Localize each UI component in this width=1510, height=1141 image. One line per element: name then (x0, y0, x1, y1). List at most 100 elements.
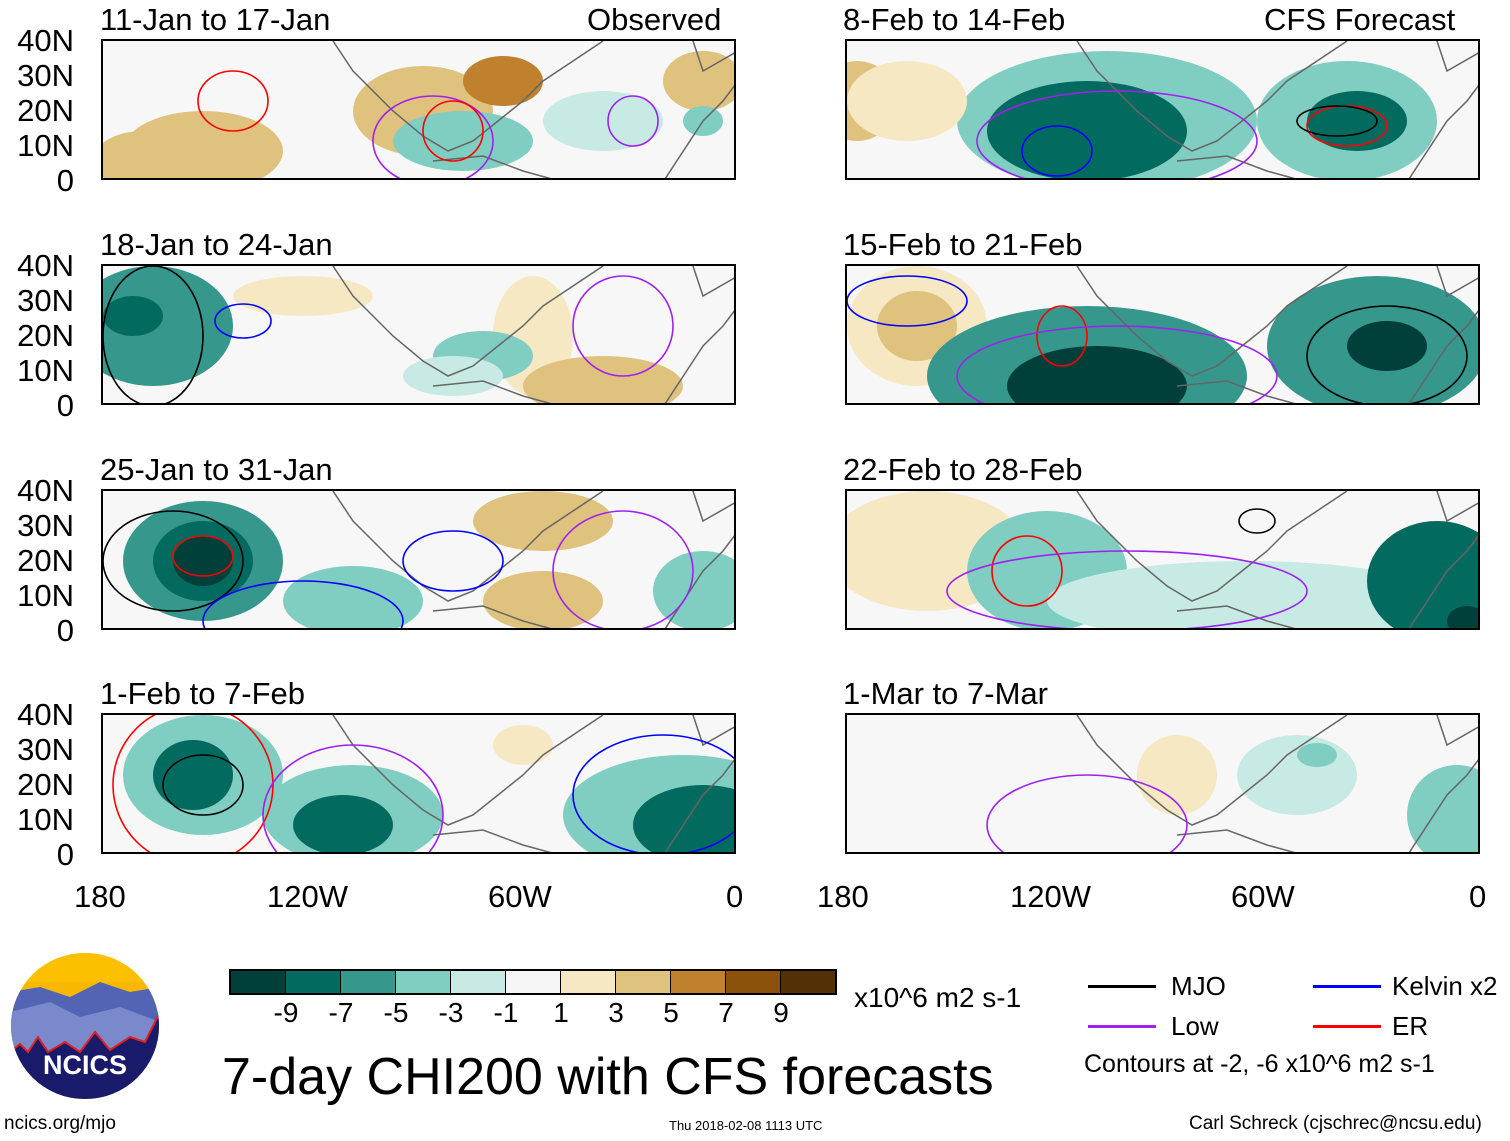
anomaly-shading (987, 81, 1187, 178)
lat-label: 20N (17, 767, 74, 802)
colorbar-tick: -9 (273, 997, 299, 1028)
anomaly-shading (1047, 561, 1447, 628)
lon-label: 60W (1231, 879, 1295, 914)
lat-label: 30N (17, 58, 74, 93)
anomaly-shading (103, 296, 163, 336)
lat-label: 0 (56, 163, 74, 198)
map-field (103, 491, 734, 628)
wave-contour (197, 70, 269, 132)
wave-contour (262, 744, 444, 852)
lon-label: 60W (488, 879, 552, 914)
wave-contour (976, 90, 1258, 178)
figure-title: 7-day CHI200 with CFS forecasts (222, 1048, 994, 1106)
wave-contour (214, 303, 272, 339)
coastline (332, 41, 734, 178)
coastline (332, 266, 734, 403)
map-panel-forecast-2 (845, 264, 1480, 405)
lat-label: 20N (17, 318, 74, 353)
timestamp: Thu 2018-02-08 1113 UTC (669, 1118, 823, 1133)
lon-label: 180 (817, 879, 869, 914)
map-panel-observed-1 (101, 39, 736, 180)
colorbar-bin (616, 971, 671, 993)
panel-title: 1-Mar to 7-Mar (843, 676, 1048, 711)
lat-label: 30N (17, 508, 74, 543)
lat-label: 30N (17, 732, 74, 767)
colorbar-bin (451, 971, 506, 993)
legend-low: Low (1171, 1011, 1219, 1041)
wave-contour (1238, 508, 1276, 534)
wave-contour (1036, 305, 1088, 367)
colorbar-tick: -3 (438, 997, 464, 1028)
anomaly-shading (463, 56, 543, 106)
svg-text:NCICS: NCICS (43, 1050, 127, 1080)
observed-label: Observed (587, 2, 722, 37)
map-field (847, 491, 1478, 628)
legend-er-line (1313, 1025, 1381, 1028)
lat-label: 40N (17, 473, 74, 508)
lon-label: 0 (1469, 879, 1487, 914)
anomaly-shading (1367, 521, 1478, 628)
map-field (847, 41, 1478, 178)
anomaly-shading (1007, 346, 1187, 403)
coastline (332, 491, 734, 628)
map-panel-observed-2 (101, 264, 736, 405)
colorbar-tick: -7 (328, 997, 354, 1028)
lon-label: 180 (74, 879, 126, 914)
colorbar-bin (781, 971, 835, 993)
map-panel-observed-4 (101, 713, 736, 854)
wave-contour (402, 530, 504, 592)
forecast-label: CFS Forecast (1264, 2, 1456, 37)
legend-er: ER (1392, 1011, 1429, 1041)
lat-label: 0 (56, 388, 74, 423)
map-field (986, 715, 1478, 852)
wave-contour (572, 275, 674, 377)
anomaly-shading (493, 725, 553, 765)
legend-mjo-line (1088, 985, 1156, 988)
map-panel-forecast-3 (845, 489, 1480, 630)
colorbar-bin (341, 971, 396, 993)
wave-contour (172, 535, 234, 577)
anomaly-shading (293, 795, 393, 852)
wave-contour (986, 774, 1188, 852)
map-field (847, 266, 1478, 403)
lon-label: 120W (1010, 879, 1091, 914)
anomaly-shading (1347, 321, 1427, 371)
panel-title: 22-Feb to 28-Feb (843, 452, 1083, 487)
lat-label: 10N (17, 353, 74, 388)
coastline (1076, 266, 1478, 403)
contours-note: Contours at -2, -6 x10^6 m2 s-1 (1084, 1050, 1435, 1078)
colorbar-tick: -1 (493, 997, 519, 1028)
colorbar-bin (231, 971, 286, 993)
anomaly-shading (283, 566, 423, 628)
map-panel-forecast-4 (845, 713, 1480, 854)
anomaly-shading (1237, 735, 1357, 815)
colorbar-units: x10^6 m2 s-1 (854, 982, 1022, 1013)
map-field (112, 715, 734, 852)
anomaly-shading (473, 491, 613, 551)
panel-title: 25-Jan to 31-Jan (100, 452, 333, 487)
ncics-logo[interactable]: NCICS (10, 952, 160, 1100)
coastline (332, 715, 734, 852)
wave-contour (103, 510, 244, 612)
anomaly-shading (1297, 743, 1337, 767)
wave-contour (112, 715, 274, 852)
wave-contour (162, 754, 244, 816)
anomaly-shading (663, 51, 734, 111)
wave-contour (946, 550, 1308, 628)
legend-low-line (1088, 1025, 1156, 1028)
panel-title: 1-Feb to 7-Feb (100, 676, 306, 711)
map-field (103, 266, 734, 403)
lat-label: 30N (17, 283, 74, 318)
anomaly-shading (103, 131, 193, 178)
lat-label: 40N (17, 248, 74, 283)
wave-contour (572, 734, 734, 852)
url-link[interactable]: ncics.org/mjo (4, 1113, 116, 1134)
colorbar-tick: 5 (663, 997, 679, 1028)
wave-contour (422, 100, 484, 162)
map-panel-observed-3 (101, 489, 736, 630)
colorbar-bin (286, 971, 341, 993)
colorbar-tick: 1 (553, 997, 569, 1028)
anomaly-shading (403, 356, 503, 396)
wave-contour (956, 325, 1278, 403)
lon-label: 120W (267, 879, 348, 914)
